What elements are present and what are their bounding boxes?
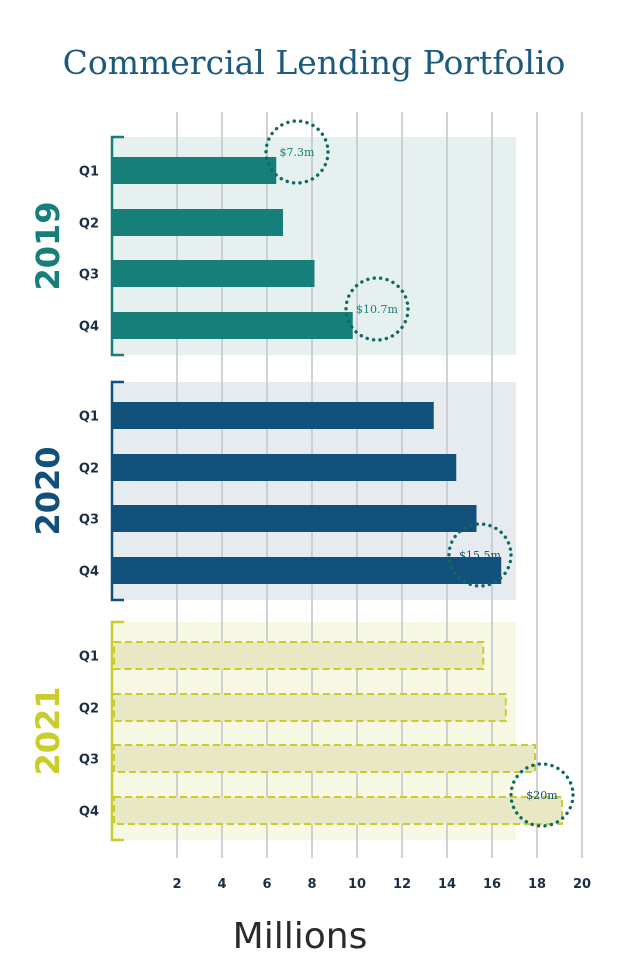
category-label-2021-q2: Q2 <box>79 702 99 717</box>
year-label-2021: 2021 <box>29 686 67 775</box>
bar-2020-q2 <box>112 454 457 481</box>
bar-2020-q4 <box>112 557 502 584</box>
annotation-text-1: $10.7m <box>356 303 398 316</box>
annotation-ring-0 <box>264 119 330 185</box>
year-label-2019: 2019 <box>29 201 67 290</box>
bar-2019-q4 <box>112 312 353 339</box>
bracket-2019 <box>110 135 124 357</box>
bar-2019-q3 <box>112 260 315 287</box>
bar-2019-q2 <box>112 209 283 236</box>
annotation-text-0: $7.3m <box>280 146 315 159</box>
bar-2021-q4 <box>113 796 563 825</box>
x-tick-label-16: 16 <box>483 877 501 892</box>
x-tick-label-6: 6 <box>262 877 271 892</box>
bar-2021-q1 <box>113 641 485 670</box>
x-axis-label: Millions <box>233 916 368 957</box>
annotation-ring-2 <box>447 522 513 588</box>
category-label-2020-q4: Q4 <box>79 565 99 580</box>
annotation-text-3: $20m <box>526 789 558 802</box>
x-tick-label-14: 14 <box>438 877 456 892</box>
chart-title: Commercial Lending Portfolio <box>63 43 566 82</box>
year-label-2020: 2020 <box>29 446 67 535</box>
category-label-2021-q3: Q3 <box>79 753 99 768</box>
category-label-2020-q2: Q2 <box>79 462 99 477</box>
x-tick-label-10: 10 <box>348 877 366 892</box>
bar-2021-q3 <box>113 744 536 773</box>
x-tick-label-20: 20 <box>573 877 591 892</box>
category-label-2021-q1: Q1 <box>79 650 99 665</box>
x-tick-label-8: 8 <box>307 877 316 892</box>
x-tick-label-12: 12 <box>393 877 411 892</box>
bracket-2021 <box>110 620 124 842</box>
category-label-2019-q2: Q2 <box>79 217 99 232</box>
category-label-2019-q1: Q1 <box>79 165 99 180</box>
bar-2019-q1 <box>112 157 277 184</box>
annotation-text-2: $15.5m <box>459 549 501 562</box>
annotation-ring-1 <box>344 276 410 342</box>
category-label-2020-q1: Q1 <box>79 410 99 425</box>
category-label-2020-q3: Q3 <box>79 513 99 528</box>
x-tick-label-4: 4 <box>217 877 226 892</box>
bar-2020-q1 <box>112 402 434 429</box>
category-label-2019-q3: Q3 <box>79 268 99 283</box>
bar-2021-q2 <box>113 693 507 722</box>
x-tick-label-18: 18 <box>528 877 546 892</box>
bracket-2020 <box>110 380 124 602</box>
category-label-2019-q4: Q4 <box>79 320 99 335</box>
annotation-ring-3 <box>509 762 575 828</box>
x-tick-label-2: 2 <box>172 877 181 892</box>
category-label-2021-q4: Q4 <box>79 805 99 820</box>
bar-2020-q3 <box>112 505 477 532</box>
